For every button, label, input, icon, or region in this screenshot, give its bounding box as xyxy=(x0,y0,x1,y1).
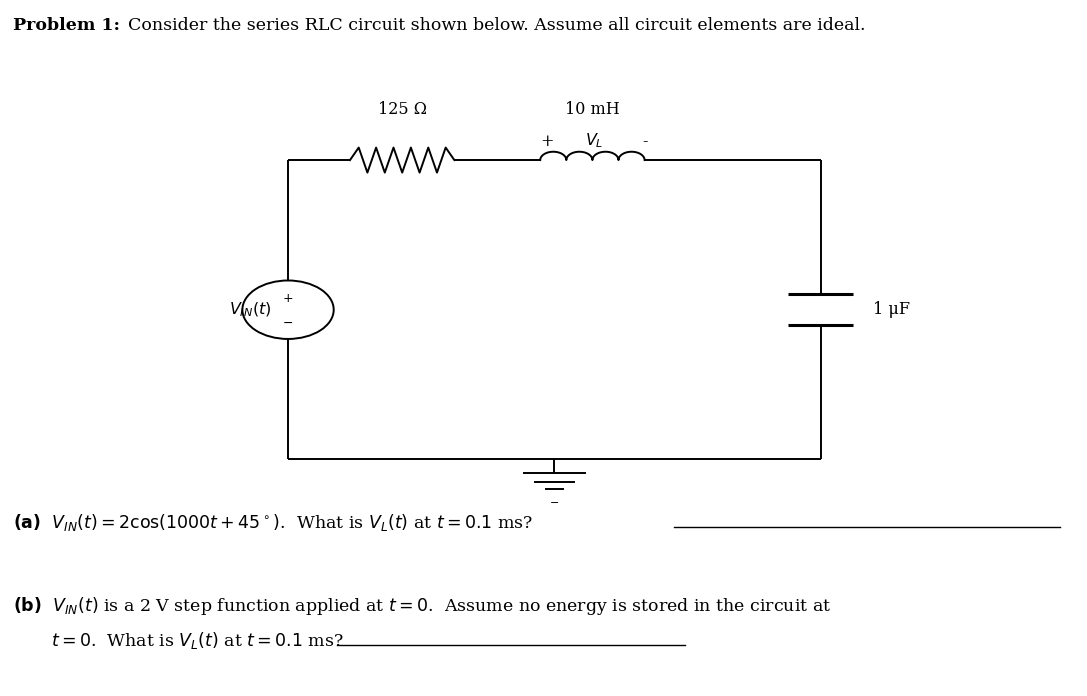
Text: +: + xyxy=(540,133,553,150)
Text: $\mathbf{(b)}$  $V_{IN}(t)$ is a 2 V step function applied at $t = 0$.  Assume n: $\mathbf{(b)}$ $V_{IN}(t)$ is a 2 V step… xyxy=(13,595,832,617)
Text: $t = 0$.  What is $V_L(t)$ at $t = 0.1$ ms?: $t = 0$. What is $V_L(t)$ at $t = 0.1$ m… xyxy=(51,630,343,651)
Text: $\mathbf{(a)}$  $V_{IN}(t) = 2\cos(1000t + 45^\circ)$.  What is $V_L(t)$ at $t =: $\mathbf{(a)}$ $V_{IN}(t) = 2\cos(1000t … xyxy=(13,512,534,532)
Text: $V_{IN}(t)$: $V_{IN}(t)$ xyxy=(229,301,272,319)
Text: $-$: $-$ xyxy=(549,496,560,506)
Text: Consider the series RLC circuit shown below. Assume all circuit elements are ide: Consider the series RLC circuit shown be… xyxy=(128,17,865,34)
Text: $+$: $+$ xyxy=(283,292,293,305)
Text: -: - xyxy=(641,133,648,150)
Text: 10 mH: 10 mH xyxy=(565,102,620,118)
Text: Problem 1:: Problem 1: xyxy=(13,17,120,34)
Text: 125 Ω: 125 Ω xyxy=(377,102,427,118)
Text: $-$: $-$ xyxy=(283,317,293,329)
Text: $V_L$: $V_L$ xyxy=(586,131,603,150)
Text: 1 μF: 1 μF xyxy=(873,301,910,318)
